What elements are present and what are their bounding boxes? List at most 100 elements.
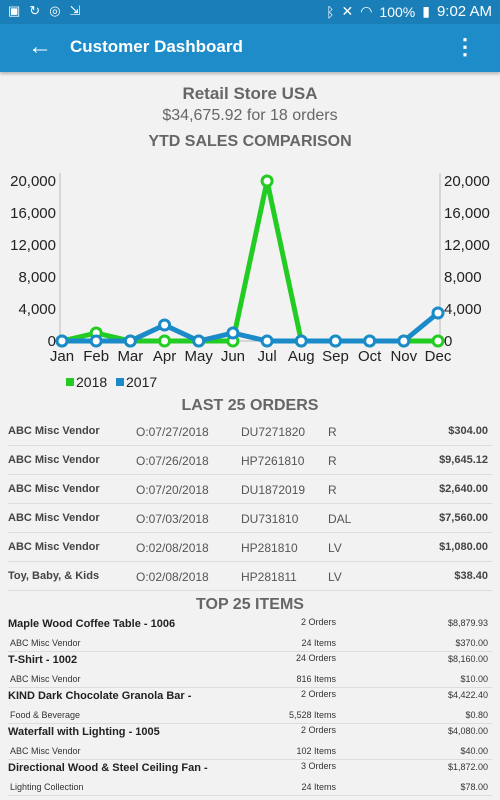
data-point-2017 — [226, 326, 240, 340]
store-name: Retail Store USA — [182, 84, 318, 103]
data-point-2017 — [328, 334, 342, 348]
x-tick-label: Jul — [257, 348, 276, 365]
data-point-2017 — [294, 334, 308, 348]
order-row[interactable]: ABC Misc Vendor O:07/26/2018 HP7261810 R $9,… — [8, 446, 492, 475]
y-tick-label-right: 4,000 — [444, 301, 482, 318]
order-amount: $304.00 — [448, 425, 488, 437]
battery-icon: ▮ — [422, 3, 430, 19]
item-vendor: ABC Misc Vendor — [10, 746, 81, 756]
orders-section-title: LAST 25 ORDERS — [181, 397, 319, 414]
app-icon: ◎ — [49, 3, 61, 18]
item-order-count: 3 Orders — [300, 761, 336, 771]
order-vendor: ABC Misc Vendor — [8, 541, 100, 553]
order-amount: $2,640.00 — [439, 483, 488, 495]
order-date: O:07/03/2018 — [136, 512, 209, 526]
x-tick-label: Apr — [153, 348, 176, 365]
item-row[interactable]: Maple Wood Coffee Table - 1006 ABC Misc V… — [8, 616, 492, 652]
sync-icon: ↻ — [29, 3, 41, 18]
item-order-count: 2 Orders — [300, 617, 336, 627]
legend-label-2018: 2018 — [76, 374, 107, 390]
data-point-2017 — [363, 334, 377, 348]
bluetooth-icon: ᛒ — [326, 3, 335, 20]
order-type: LV — [328, 541, 342, 555]
dashboard-header: Retail Store USA $34,675.92 for 18 order… — [0, 84, 500, 151]
overflow-menu-icon[interactable]: ⋮ — [454, 34, 476, 59]
x-tick-label: Feb — [83, 348, 109, 365]
orders-list: ABC Misc Vendor O:07/27/2018 DU7271820 R $30… — [0, 417, 500, 591]
item-order-count: 2 Orders — [300, 725, 336, 735]
series-line-2018 — [61, 178, 438, 344]
order-row[interactable]: ABC Misc Vendor O:07/03/2018 DU731810 DAL $7… — [8, 504, 492, 533]
download-icon: ⇲ — [69, 3, 81, 18]
data-point-2017 — [123, 334, 137, 348]
order-type: DAL — [328, 512, 352, 526]
order-type: R — [328, 425, 337, 439]
item-row[interactable]: KIND Dark Chocolate Granola Bar - Food & … — [8, 688, 492, 724]
clock: 9:02 AM — [436, 3, 492, 20]
item-name: T-Shirt - 1002 — [8, 654, 78, 666]
data-point-2017 — [158, 318, 172, 332]
y-tick-label-left: 0 — [48, 333, 56, 350]
order-number: HP281810 — [241, 541, 298, 555]
data-point-2018 — [260, 174, 274, 188]
y-tick-label-right: 0 — [444, 333, 452, 350]
ytd-sales-chart: 20,000 20,000 16,000 16,000 12,000 12,000 8,00… — [10, 173, 490, 390]
order-date: O:07/27/2018 — [136, 425, 209, 439]
data-point-2017 — [260, 334, 274, 348]
order-amount: $1,080.00 — [439, 541, 488, 553]
y-tick-label-right: 12,000 — [444, 237, 490, 254]
battery-level: 100% — [379, 3, 416, 20]
page-title: Customer Dashboard — [70, 37, 243, 56]
wifi-icon: ◠ — [360, 3, 373, 19]
item-unit-price: $10.00 — [460, 674, 488, 684]
x-tick-label: Aug — [288, 348, 315, 365]
item-order-count: 24 Orders — [295, 653, 336, 663]
order-number: DU7271820 — [241, 425, 306, 439]
system-icons: ᛒ ✕ ◠ 100% ▮ 9:02 AM — [326, 3, 492, 20]
chart-section-title: YTD SALES COMPARISON — [148, 133, 352, 150]
order-row[interactable]: ABC Misc Vendor O:07/20/2018 DU1872019 R $2,… — [8, 475, 492, 504]
y-tick-label-right: 8,000 — [444, 269, 482, 286]
order-row[interactable]: ABC Misc Vendor O:02/08/2018 HP281810 LV $1,… — [8, 533, 492, 562]
store-total: $34,675.92 for 18 orders — [162, 107, 338, 124]
item-unit-price: $370.00 — [455, 638, 488, 648]
app-bar: ← Customer Dashboard ⋮ — [0, 24, 500, 72]
order-vendor: ABC Misc Vendor — [8, 454, 100, 466]
order-number: DU1872019 — [241, 483, 306, 497]
y-tick-label-left: 4,000 — [18, 301, 56, 318]
item-name: Waterfall with Lighting - 1005 — [8, 726, 160, 738]
order-row[interactable]: Toy, Baby, & Kids O:02/08/2018 HP281811 LV $… — [8, 562, 492, 591]
y-tick-label-left: 20,000 — [10, 173, 56, 190]
legend-swatch-2018 — [66, 378, 74, 386]
order-row[interactable]: ABC Misc Vendor O:07/27/2018 DU7271820 R $30… — [8, 417, 492, 446]
item-name: KIND Dark Chocolate Granola Bar - — [8, 690, 192, 702]
item-order-count: 2 Orders — [300, 689, 336, 699]
item-row[interactable]: Waterfall with Lighting - 1005 ABC Misc V… — [8, 724, 492, 760]
item-row[interactable]: Directional Wood & Steel Ceiling Fan - Li… — [8, 760, 492, 796]
order-vendor: ABC Misc Vendor — [8, 483, 100, 495]
y-tick-label-left: 8,000 — [18, 269, 56, 286]
item-quantity: 816 Items — [296, 674, 336, 684]
item-name: Maple Wood Coffee Table - 1006 — [8, 618, 176, 630]
order-number: HP281811 — [241, 570, 297, 584]
item-total: $8,160.00 — [447, 654, 488, 664]
item-row[interactable]: T-Shirt - 1002 ABC Misc Vendor 24 Orders 81… — [8, 652, 492, 688]
notification-icons: ▣ ↻ ◎ ⇲ — [8, 3, 80, 19]
order-vendor: ABC Misc Vendor — [8, 512, 100, 524]
order-date: O:02/08/2018 — [136, 570, 209, 584]
x-tick-label: Jan — [50, 348, 74, 365]
item-vendor: ABC Misc Vendor — [10, 638, 81, 648]
order-date: O:07/26/2018 — [136, 454, 209, 468]
data-point-2017 — [192, 334, 206, 348]
item-quantity: 24 Items — [301, 782, 336, 792]
data-point-2018 — [431, 334, 445, 348]
x-tick-label: Nov — [390, 348, 417, 365]
order-type: LV — [328, 570, 342, 584]
order-vendor: ABC Misc Vendor — [8, 425, 100, 437]
items-section-title: TOP 25 ITEMS — [196, 596, 304, 613]
back-arrow-icon[interactable]: ← — [28, 33, 52, 60]
legend-label-2017: 2017 — [126, 374, 157, 390]
data-point-2017 — [89, 334, 103, 348]
x-tick-label: Mar — [117, 348, 143, 365]
item-quantity: 5,528 Items — [288, 710, 336, 720]
